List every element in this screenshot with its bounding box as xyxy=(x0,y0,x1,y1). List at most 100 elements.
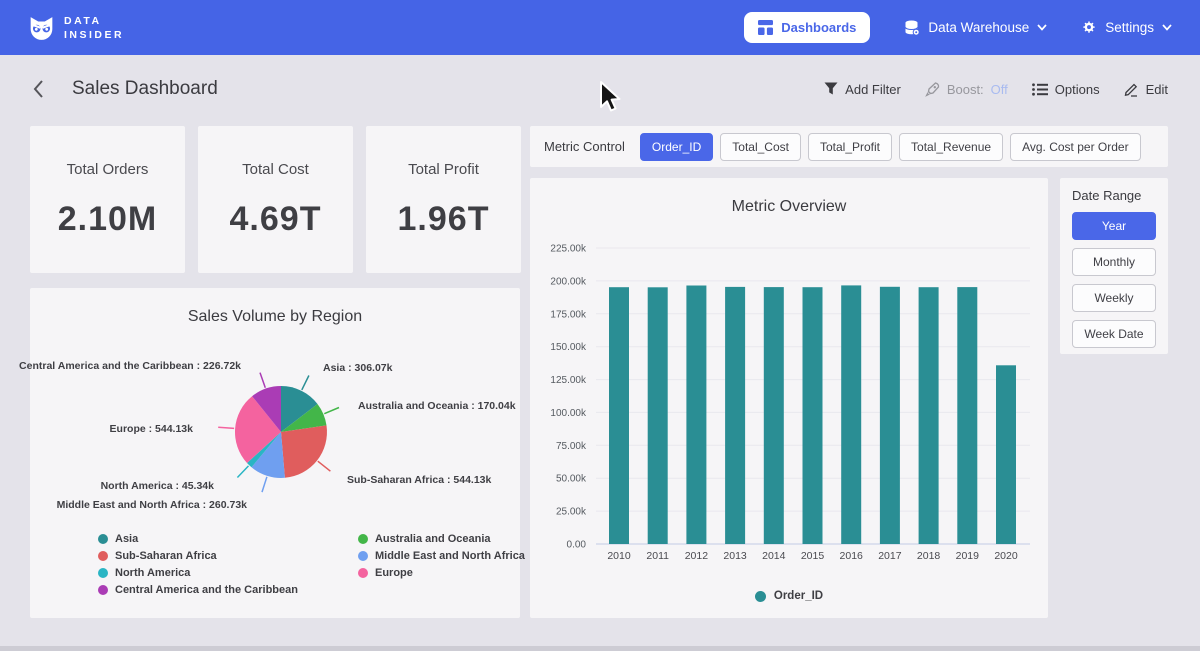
filter-funnel-icon xyxy=(824,82,838,96)
kpi-card-total-orders: Total Orders 2.10M xyxy=(30,126,185,273)
header-toolbar: Add Filter Boost: Off Options xyxy=(824,82,1168,97)
legend-label: Central America and the Caribbean xyxy=(115,584,298,596)
legend-dot xyxy=(358,551,368,561)
back-chevron-icon xyxy=(32,79,44,99)
date-range-weekly[interactable]: Weekly xyxy=(1072,284,1156,312)
svg-text:0.00: 0.00 xyxy=(567,540,587,551)
brand-text: DATA INSIDER xyxy=(64,15,124,41)
svg-text:2018: 2018 xyxy=(917,550,941,562)
date-range-week-date[interactable]: Week Date xyxy=(1072,320,1156,348)
legend-label: Middle East and North Africa xyxy=(375,550,525,562)
boost-label: Boost: xyxy=(947,82,984,97)
svg-text:2014: 2014 xyxy=(762,550,786,562)
metric-option-order-id[interactable]: Order_ID xyxy=(640,133,713,161)
metric-option-total-revenue[interactable]: Total_Revenue xyxy=(899,133,1003,161)
legend-dot xyxy=(358,568,368,578)
svg-text:2019: 2019 xyxy=(956,550,980,562)
svg-text:2015: 2015 xyxy=(801,550,825,562)
legend-label: Europe xyxy=(375,567,413,579)
edit-button[interactable]: Edit xyxy=(1124,82,1168,97)
svg-text:25.00k: 25.00k xyxy=(556,507,587,518)
gear-icon xyxy=(1081,20,1097,36)
dashboards-button[interactable]: Dashboards xyxy=(744,12,870,43)
chevron-down-icon xyxy=(1162,24,1172,31)
metric-option-total-profit[interactable]: Total_Profit xyxy=(808,133,892,161)
kpi-card-total-profit: Total Profit 1.96T xyxy=(366,126,521,273)
sales-volume-chart-card: Sales Volume by Region Central America a… xyxy=(30,288,520,618)
kpi-label: Total Profit xyxy=(408,161,479,178)
kpi-value: 2.10M xyxy=(58,200,158,239)
pie-legend-item: Asia xyxy=(98,533,298,545)
pencil-icon xyxy=(1124,82,1139,97)
pie-legend-item: Middle East and North Africa xyxy=(358,550,525,562)
add-filter-button[interactable]: Add Filter xyxy=(824,82,901,97)
pie-legend-item: Sub-Saharan Africa xyxy=(98,550,298,562)
owl-logo-icon xyxy=(28,15,55,41)
options-button[interactable]: Options xyxy=(1032,82,1100,97)
date-range-year[interactable]: Year xyxy=(1072,212,1156,240)
app-root: DATA INSIDER Dashboards xyxy=(0,0,1200,651)
options-label: Options xyxy=(1055,82,1100,97)
edit-label: Edit xyxy=(1146,82,1168,97)
svg-text:2011: 2011 xyxy=(646,550,669,562)
add-filter-label: Add Filter xyxy=(845,82,901,97)
svg-text:225.00k: 225.00k xyxy=(550,244,587,255)
rocket-icon xyxy=(925,82,940,97)
pie-chart-legend: Asia Sub-Saharan Africa North America Centr… xyxy=(98,533,525,596)
back-button[interactable] xyxy=(32,78,54,100)
legend-label: Sub-Saharan Africa xyxy=(115,550,217,562)
bar-chart: 0.0025.00k50.00k75.00k100.00k125.00k150.… xyxy=(530,178,1048,618)
pie-label-australia: Australia and Oceania : 170.04k xyxy=(358,400,516,412)
date-range-label: Date Range xyxy=(1072,188,1156,203)
date-range-monthly[interactable]: Monthly xyxy=(1072,248,1156,276)
svg-text:2016: 2016 xyxy=(840,550,864,562)
metric-control-label: Metric Control xyxy=(544,139,625,154)
legend-label: Australia and Oceania xyxy=(375,533,491,545)
date-range-panel: Date Range Year Monthly Weekly Week Date xyxy=(1060,178,1168,354)
legend-label: Order_ID xyxy=(774,590,823,602)
pie-legend-item: Central America and the Caribbean xyxy=(98,584,298,596)
pie-label-asia: Asia : 306.07k xyxy=(323,362,392,374)
settings-menu[interactable]: Settings xyxy=(1081,20,1172,36)
pie-label-north-america: North America : 45.34k xyxy=(101,480,214,492)
pie-label-middle-east: Middle East and North Africa : 260.73k xyxy=(57,499,247,511)
pie-label-europe: Europe : 544.13k xyxy=(110,423,193,435)
svg-text:2013: 2013 xyxy=(723,550,747,562)
kpi-value: 1.96T xyxy=(398,200,490,239)
metric-control-bar: Metric Control Order_ID Total_Cost Total… xyxy=(530,126,1168,167)
data-warehouse-menu[interactable]: Data Warehouse xyxy=(904,20,1047,36)
brand-line1: DATA xyxy=(64,15,124,27)
bar-chart-legend: Order_ID xyxy=(530,590,1048,602)
dashboards-label: Dashboards xyxy=(781,20,856,35)
metric-option-avg-cost[interactable]: Avg. Cost per Order xyxy=(1010,133,1141,161)
pie-legend-column-1: Asia Sub-Saharan Africa North America Centr… xyxy=(98,533,298,596)
svg-text:200.00k: 200.00k xyxy=(550,276,587,287)
svg-text:175.00k: 175.00k xyxy=(550,309,587,320)
legend-dot xyxy=(358,534,368,544)
metric-option-total-cost[interactable]: Total_Cost xyxy=(720,133,801,161)
kpi-value: 4.69T xyxy=(230,200,322,239)
options-list-icon xyxy=(1032,83,1048,96)
pie-label-central-america: Central America and the Caribbean : 226.… xyxy=(19,360,241,372)
svg-text:2017: 2017 xyxy=(878,550,902,562)
pie-legend-item: North America xyxy=(98,567,298,579)
svg-text:125.00k: 125.00k xyxy=(550,375,587,386)
brand-line2: INSIDER xyxy=(64,29,124,41)
metric-overview-chart-card: Metric Overview 0.0025.00k50.00k75.00k10… xyxy=(530,178,1048,618)
legend-dot xyxy=(98,551,108,561)
page-title: Sales Dashboard xyxy=(72,78,218,100)
database-icon xyxy=(904,20,920,36)
boost-toggle[interactable]: Boost: Off xyxy=(925,82,1008,97)
svg-text:75.00k: 75.00k xyxy=(556,441,587,452)
pie-legend-column-2: Australia and Oceania Middle East and Nor… xyxy=(358,533,525,596)
kpi-card-total-cost: Total Cost 4.69T xyxy=(198,126,353,273)
chevron-down-icon xyxy=(1037,24,1047,31)
svg-text:2010: 2010 xyxy=(607,550,631,562)
kpi-label: Total Cost xyxy=(242,161,309,178)
top-navbar: DATA INSIDER Dashboards xyxy=(0,0,1200,55)
dashboard-grid-icon xyxy=(758,20,773,35)
legend-dot xyxy=(755,591,766,602)
brand-logo[interactable]: DATA INSIDER xyxy=(28,15,124,41)
legend-dot xyxy=(98,585,108,595)
svg-text:100.00k: 100.00k xyxy=(550,408,587,419)
